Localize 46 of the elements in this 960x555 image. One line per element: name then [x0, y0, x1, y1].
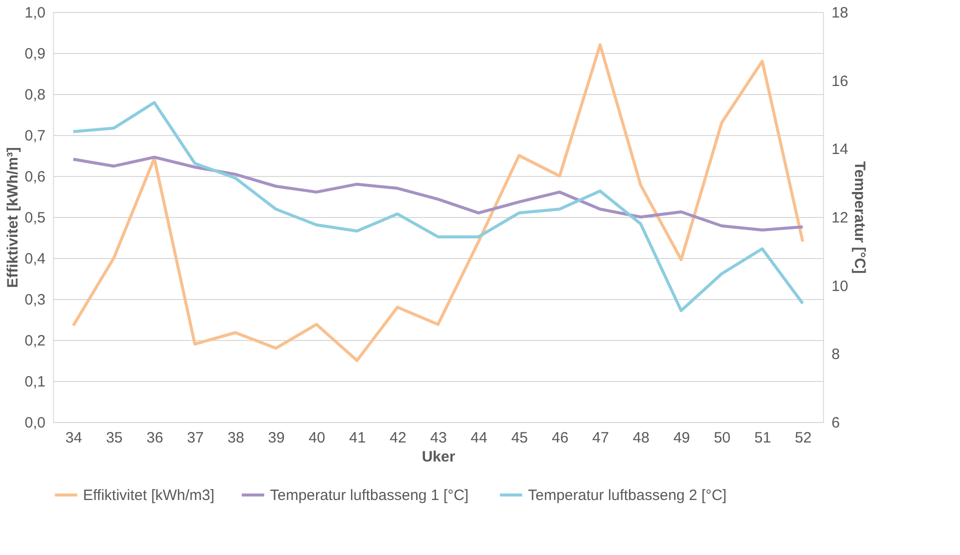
legend-label: Temperatur luftbasseng 1 [°C]: [270, 487, 469, 504]
y-tick-label: 0,1: [24, 374, 46, 390]
x-tick-label: 37: [187, 430, 204, 446]
y-tick-label: 0,7: [24, 128, 46, 144]
y2-tick-label: 16: [832, 72, 848, 90]
x-tick-label: 36: [146, 430, 164, 446]
x-tick-label: 50: [714, 430, 731, 446]
x-tick-label: 40: [308, 430, 326, 446]
y-tick-label: 0,2: [24, 332, 46, 350]
y2-tick-label: 18: [832, 4, 848, 22]
x-tick-label: 39: [268, 430, 285, 446]
x-tick-label: 48: [632, 430, 650, 446]
legend-label: Effiktivitet [kWh/m3]: [83, 487, 214, 504]
x-tick-label: 41: [349, 430, 366, 446]
y-tick-label: 0,5: [24, 210, 46, 226]
x-tick-label: 46: [552, 430, 568, 446]
y-tick-label: 1,0: [24, 4, 46, 22]
x-axis-title: Uker: [422, 448, 456, 466]
line-series: [72, 156, 804, 232]
x-tick-label: 44: [470, 430, 488, 446]
line-series: [72, 101, 804, 312]
y-tick-label: 0,9: [24, 46, 46, 62]
x-tick-label: 34: [65, 430, 82, 446]
y-tick-label: 0,4: [24, 250, 46, 268]
x-tick-label: 38: [228, 430, 244, 446]
x-tick-label: 45: [511, 430, 528, 446]
x-tick-label: 51: [754, 430, 772, 446]
x-tick-label: 52: [794, 430, 812, 446]
y-tick-label: 0,0: [24, 414, 46, 432]
y-tick-label: 0,8: [24, 86, 46, 104]
y-tick-label: 0,3: [24, 292, 46, 308]
y2-tick-label: 12: [832, 210, 848, 226]
x-tick-label: 49: [673, 430, 690, 446]
x-tick-label: 43: [430, 430, 447, 446]
y2-tick-label: 14: [832, 141, 848, 158]
line-series: [72, 43, 804, 362]
y2-tick-label: 6: [832, 414, 840, 432]
y-tick-label: 0,6: [24, 168, 46, 186]
y-axis-title: Effiktivitet [kWh/m³]: [4, 147, 22, 288]
legend-label: Temperatur luftbasseng 2 [°C]: [528, 487, 727, 504]
y2-tick-label: 10: [832, 278, 848, 295]
y2-axis-title: Temperatur [°C]: [851, 161, 868, 274]
x-tick-label: 47: [592, 430, 609, 446]
y2-tick-label: 8: [832, 346, 840, 364]
x-tick-label: 35: [106, 430, 123, 446]
x-tick-label: 42: [390, 430, 406, 446]
